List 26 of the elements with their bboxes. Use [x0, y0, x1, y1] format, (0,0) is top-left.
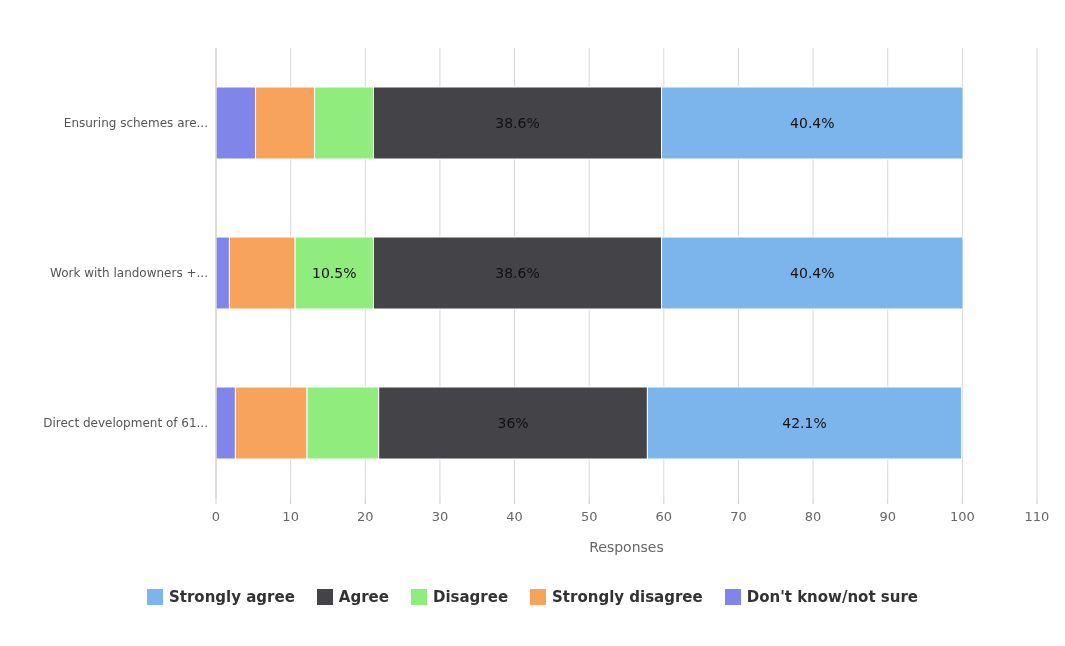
data-label: 40.4%: [790, 265, 835, 281]
x-tick-label: 50: [580, 509, 598, 525]
x-tick-label: 30: [431, 509, 449, 525]
data-label: 10.5%: [312, 265, 357, 281]
x-tick-label: 90: [879, 509, 896, 525]
x-tick-label: 60: [655, 509, 673, 525]
y-tick-label: Direct development of 61...: [43, 416, 208, 431]
legend-label: Strongly agree: [169, 588, 295, 606]
y-tick-label: Work with landowners +...: [49, 266, 208, 281]
legend-label: Don't know/not sure: [746, 588, 918, 606]
x-tick-label: 40: [506, 509, 523, 525]
y-tick-label: Ensuring schemes are...: [63, 116, 208, 131]
legend-label: Disagree: [432, 588, 509, 606]
legend-label: Agree: [338, 588, 389, 606]
data-label: 36%: [497, 415, 529, 431]
x-tick-label: 100: [949, 509, 975, 525]
x-tick-label: 110: [1024, 509, 1050, 525]
legend-label: Strongly disagree: [552, 588, 703, 606]
data-label: 42.1%: [782, 415, 827, 431]
x-axis-title: Responses: [589, 539, 664, 555]
x-tick-label: 0: [211, 509, 221, 525]
x-tick-label: 70: [730, 509, 747, 525]
data-label: 40.4%: [790, 115, 835, 131]
x-tick-label: 20: [357, 509, 374, 525]
x-tick-label: 80: [804, 509, 822, 525]
x-tick-label: 10: [282, 509, 299, 525]
